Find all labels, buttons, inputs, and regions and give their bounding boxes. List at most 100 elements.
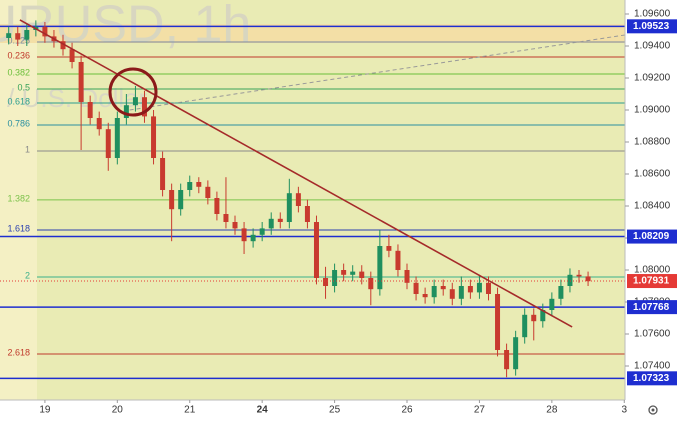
- candle-body: [422, 294, 428, 298]
- price-axis: [625, 0, 680, 422]
- fib-label: 2.618: [7, 347, 30, 357]
- candle-body: [495, 294, 501, 350]
- price-label: 1.07323: [633, 373, 670, 384]
- y-tick-label: 1.08800: [634, 137, 671, 148]
- price-label: 1.07768: [633, 302, 670, 313]
- candle-body: [522, 314, 528, 338]
- x-tick-label: 28: [546, 405, 558, 416]
- candle-body: [6, 33, 12, 38]
- fib-label: 0.382: [7, 67, 30, 77]
- candle-body: [250, 234, 256, 242]
- candle-body: [123, 105, 129, 118]
- fib-label: 2: [25, 270, 30, 280]
- candle-body: [431, 286, 437, 298]
- candle-body: [160, 158, 166, 190]
- candle-body: [286, 193, 292, 222]
- candle-body: [78, 62, 84, 102]
- watermark-subtitle: Euro / U.S. Dollar: [0, 83, 148, 113]
- x-tick-label: 21: [184, 405, 196, 416]
- candle-body: [223, 214, 229, 222]
- y-tick-label: 1.08400: [634, 201, 671, 212]
- candle-body: [196, 182, 202, 187]
- last-price-label: 1.07931: [633, 276, 670, 287]
- candle-body: [449, 289, 455, 299]
- candle-body: [241, 228, 247, 242]
- candle-body: [576, 274, 582, 277]
- fib-label: 0.786: [7, 118, 30, 128]
- candle-body: [585, 276, 591, 282]
- y-tick-label: 1.07600: [634, 329, 671, 340]
- price-label-box: [627, 19, 677, 34]
- candle-body: [332, 270, 338, 286]
- candle-body: [413, 282, 419, 294]
- y-tick-label: 1.08600: [634, 169, 671, 180]
- candle-body: [323, 278, 329, 286]
- y-tick-label: 1.09200: [634, 73, 671, 84]
- candle-body: [304, 206, 310, 222]
- highlight-circle: [108, 67, 158, 117]
- candle-body: [377, 246, 383, 290]
- candle-body: [277, 218, 283, 222]
- candle-body: [268, 218, 274, 229]
- candle-body: [359, 271, 365, 278]
- candle-body: [178, 190, 184, 210]
- candle-body: [540, 310, 546, 322]
- x-tick-label: 24: [257, 405, 269, 416]
- fib-label: 0.5: [17, 82, 30, 92]
- price-label: 1.09523: [633, 21, 670, 32]
- candle-body: [485, 282, 491, 294]
- price-label-box: [627, 300, 677, 315]
- y-tick-label: 1.09000: [634, 105, 671, 116]
- candle-body: [386, 246, 392, 251]
- candle-body: [531, 314, 537, 322]
- candle-body: [151, 116, 157, 158]
- fib-label: 1.618: [7, 223, 30, 233]
- plot-layer: 0.125 0.236 0.382 0.5 0.618 0.786 1 1.382 1.618 2…: [0, 19, 625, 380]
- candle-body: [205, 186, 211, 198]
- x-tick-label: 26: [401, 405, 413, 416]
- candle-body: [259, 228, 265, 235]
- candle-body: [350, 271, 356, 275]
- candle-body: [395, 250, 401, 270]
- fib-label: 1.382: [7, 193, 30, 203]
- x-tick-label: 27: [474, 405, 486, 416]
- x-tick-label: 20: [112, 405, 124, 416]
- candle-body: [141, 97, 147, 117]
- candle-body: [114, 118, 120, 158]
- fib-label: 1: [25, 144, 30, 154]
- candle-body: [295, 193, 301, 206]
- candle-body: [60, 41, 66, 50]
- candle-body: [404, 270, 410, 283]
- fib-label: 0.236: [7, 50, 30, 60]
- candle-body: [549, 298, 555, 310]
- candle-body: [42, 26, 48, 37]
- x-tick-label: 3: [621, 405, 627, 416]
- candle-body: [87, 102, 93, 118]
- candle-body: [440, 286, 446, 290]
- trend-line: [19, 19, 573, 328]
- settings-icon[interactable]: [648, 405, 658, 415]
- candle-body: [232, 222, 238, 229]
- fib-zone-top: [0, 24, 625, 43]
- y-tick-label: 1.09400: [634, 41, 671, 52]
- x-tick-label: 19: [39, 405, 51, 416]
- candle-body: [313, 222, 319, 278]
- candle-body: [513, 337, 519, 370]
- fib-label: 0.125: [7, 35, 30, 45]
- candle-body: [24, 30, 30, 40]
- candle-body: [558, 286, 564, 299]
- y-tick-label: 1.09600: [634, 9, 671, 20]
- candle-body: [96, 118, 102, 130]
- candle-body: [567, 274, 573, 286]
- price-label-box: [627, 371, 677, 386]
- y-tick-label: 1.08000: [634, 265, 671, 276]
- candle-body: [187, 182, 193, 190]
- candle-body: [214, 198, 220, 214]
- candle-body: [341, 270, 347, 275]
- candle-body: [132, 97, 138, 106]
- candle-body: [105, 129, 111, 158]
- fib-label: 0.618: [7, 96, 30, 106]
- candle-body: [169, 190, 175, 210]
- candle-body: [458, 286, 464, 299]
